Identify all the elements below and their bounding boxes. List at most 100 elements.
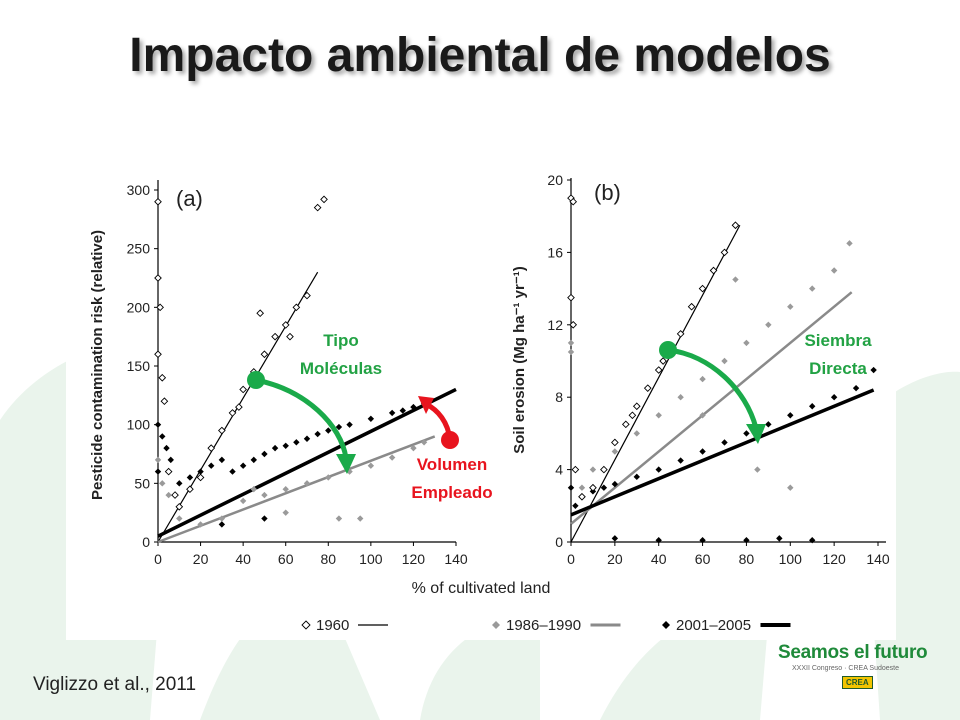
panel-b-point-2001–2005 (743, 430, 750, 437)
panel-a-point-1986–1990 (325, 474, 332, 481)
panel-a-point-1960 (158, 373, 167, 382)
panel-a-xtick-label: 0 (154, 551, 162, 567)
panel-b-point-1960 (731, 221, 740, 230)
panel-b-point-1960 (654, 366, 663, 374)
panel-a-point-1986–1990 (218, 515, 226, 522)
annotation-tipo-line1: Tipo (323, 331, 359, 350)
panel-a-point-1986–1990 (176, 515, 183, 522)
panel-b-point-1986–1990 (754, 466, 761, 473)
panel-a-point-2001–2005 (282, 442, 289, 449)
panel-b-point-1960 (628, 411, 637, 420)
legend: 1960 1986–1990 2001–2005 (301, 617, 791, 634)
panel-a-ytick-label: 50 (134, 475, 150, 491)
panel-a-ytick-label: 300 (127, 182, 151, 198)
panel-a-point-1960 (156, 303, 164, 312)
panel-b-point-1960 (698, 284, 707, 293)
panel-a-point-1960 (313, 203, 322, 212)
panel-a-point-1960 (260, 350, 269, 359)
panel-a-label: (a) (176, 186, 203, 211)
panel-a-point-2001–2005 (250, 456, 257, 464)
panel-a-ytick-label: 250 (127, 241, 151, 257)
annotation-volumen-line1: Volumen (417, 455, 488, 474)
legend-marker-2001–2005 (662, 621, 670, 629)
panel-b-xtick-label: 80 (739, 551, 755, 567)
panel-b-point-1960 (589, 483, 597, 492)
panel-a-point-1960 (271, 332, 279, 341)
panel-a-xtick-label: 100 (359, 551, 383, 567)
annotation-siembra-line1: Siembra (804, 331, 872, 350)
panel-a-point-1960 (154, 274, 162, 282)
panel-b-xtick-label: 120 (822, 551, 846, 567)
panel-a-point-1986–1990 (388, 454, 396, 461)
panel-b-point-1986–1990 (589, 466, 597, 473)
panel-a-point-2001–2005 (163, 444, 170, 452)
panel-b-point-2001–2005 (633, 473, 640, 481)
panel-b-point-1986–1990 (578, 484, 586, 491)
panel-a-xtick-label: 120 (402, 551, 426, 567)
panel-a-point-2001–2005 (399, 407, 406, 414)
panel-a-point-2001–2005 (208, 462, 215, 469)
panel-b-point-1960 (687, 302, 696, 311)
panel-b-point-1986–1990 (633, 430, 640, 437)
panel-a-point-2001–2005 (410, 403, 417, 411)
x-axis-label: % of cultivated land (412, 580, 551, 597)
annotation-tipo: Tipo Moléculas (300, 331, 382, 378)
panel-a-point-1986–1990 (335, 515, 343, 522)
legend-marker-1986–1990 (492, 621, 500, 629)
panel-b-point-1960 (632, 402, 641, 411)
panel-b-point-1960 (569, 197, 578, 206)
panel-b-point-2001–2005 (809, 403, 816, 410)
panel-a-point-2001–2005 (159, 433, 166, 440)
panel-b-ytick-label: 12 (547, 317, 563, 333)
panel-a-trend-2001–2005 (157, 387, 457, 538)
panel-b-point-1960 (676, 330, 685, 338)
panel-b-ytick-label: 0 (555, 534, 563, 550)
panel-a-point-2001–2005 (186, 474, 194, 481)
panel-a-point-1960 (164, 467, 173, 476)
panel-b-point-1960 (659, 357, 667, 365)
panel-a-point-1986–1990 (367, 462, 375, 469)
panel-b-trend-1960 (570, 224, 741, 543)
panel-a-point-2001–2005 (335, 423, 343, 431)
panel-a-point-1986–1990 (159, 480, 166, 487)
panel-a-point-2001–2005 (197, 468, 204, 475)
panel-b-point-1986–1990 (787, 484, 794, 491)
panel-a-point-2001–2005 (167, 456, 174, 464)
green-arrow-siembra (659, 341, 766, 444)
panel-a-point-1960 (154, 350, 162, 359)
panel-b-point-1986–1990 (567, 348, 575, 356)
panel-a-point-1986–1990 (282, 486, 289, 493)
panel-a-point-2001–2005 (367, 415, 375, 422)
panel-b-ytick-label: 8 (555, 389, 563, 405)
panel-b-point-1960 (720, 248, 729, 257)
panel-b-point-1986–1990 (699, 375, 706, 383)
crea-logo: Seamos el futuro XXXII Congreso · CREA S… (778, 642, 938, 690)
legend-label-1986–1990: 1986–1990 (506, 617, 581, 634)
panel-a-point-1960 (207, 444, 216, 452)
panel-a-ytick-label: 0 (142, 534, 150, 550)
panel-a-point-2001–2005 (261, 515, 268, 522)
panel-a-xtick-label: 20 (193, 551, 209, 567)
panel-a-point-2001–2005 (218, 521, 226, 528)
panel-a-point-1960 (160, 397, 169, 406)
panel-b-point-2001–2005 (699, 536, 706, 544)
panel-a-point-2001–2005 (176, 480, 183, 487)
panel-b-point-1960 (643, 384, 652, 392)
legend-label-1960: 1960 (316, 617, 349, 634)
panel-b-point-2001–2005 (655, 466, 662, 473)
panel-b-trend-1986–1990 (570, 291, 853, 525)
annotation-siembra-line2: Directa (809, 359, 867, 378)
panel-a-point-2001–2005 (229, 468, 236, 475)
panel-a-ylabel: Pesticide contamination risk (relative) (89, 230, 106, 500)
panel-a-point-1960 (171, 491, 179, 499)
panel-b-point-1986–1990 (655, 412, 662, 419)
red-arrow-volumen (418, 396, 459, 449)
slide-title: Impacto ambiental de modelos (129, 29, 831, 82)
panel-b-ytick-label: 16 (547, 244, 563, 260)
panel-a-xtick-label: 60 (278, 551, 294, 567)
panel-a-point-1960 (320, 195, 328, 204)
panel-a-xtick-label: 140 (444, 551, 468, 567)
panel-a-point-1960 (175, 502, 184, 511)
panel-b-xtick-label: 0 (567, 551, 575, 567)
figure: (a) Pesticide contamination risk (relati… (66, 140, 896, 640)
